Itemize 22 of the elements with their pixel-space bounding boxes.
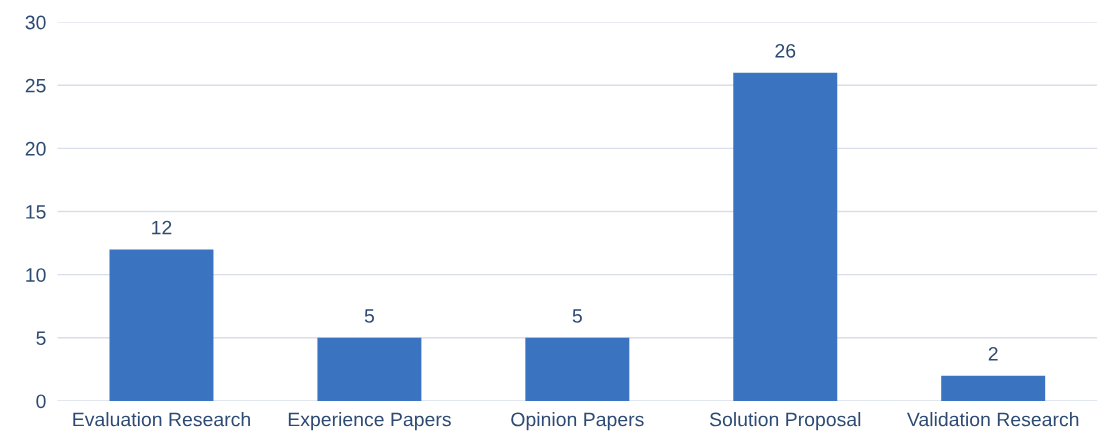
bar [733, 72, 838, 401]
data-label: 12 [152, 220, 172, 235]
y-tick-label: 15 [26, 205, 46, 219]
data-label: 5 [572, 309, 582, 323]
x-tick-label: Experience Papers [288, 412, 451, 431]
y-tick-label: 10 [26, 268, 46, 282]
data-label: 5 [364, 309, 374, 323]
data-label: 2 [988, 346, 998, 361]
x-tick-label: Solution Proposal [709, 412, 861, 431]
bar [109, 249, 214, 401]
bar [317, 337, 422, 401]
y-tick-label: 0 [36, 394, 46, 409]
x-tick-label: Opinion Papers [511, 412, 644, 431]
x-tick-label: Validation Research [906, 412, 1079, 427]
x-tick-label: Evaluation Research [73, 412, 250, 427]
y-tick-label: 30 [25, 15, 46, 30]
data-label: 26 [775, 43, 796, 58]
bar [941, 375, 1046, 401]
bar [525, 337, 630, 401]
y-tick-label: 5 [36, 331, 46, 346]
y-tick-label: 20 [25, 141, 46, 156]
y-tick-label: 25 [25, 78, 46, 93]
